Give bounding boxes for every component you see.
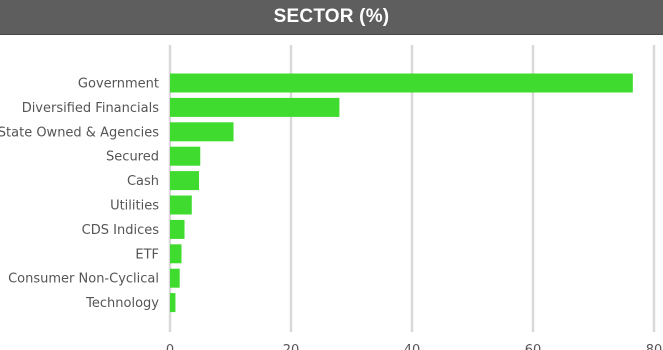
chart-title-bar: SECTOR (%) (0, 0, 663, 35)
x-tick-label: 0 (166, 343, 174, 350)
x-tick-label: 40 (404, 343, 421, 350)
bar (170, 195, 192, 215)
category-label: CDS Indices (82, 223, 160, 238)
chart-title: SECTOR (%) (273, 6, 390, 27)
bar (170, 244, 182, 264)
category-label: Utilities (110, 199, 159, 214)
bar (170, 219, 185, 239)
category-label: Consumer Non-Cyclical (8, 272, 159, 287)
category-label: ETF (135, 247, 159, 262)
x-tick-label: 60 (525, 343, 542, 350)
category-label: Secured (106, 150, 159, 165)
bar (170, 97, 340, 117)
bar (170, 146, 201, 166)
category-label: State Owned & Agencies (0, 125, 159, 140)
x-tick-label: 80 (646, 343, 663, 350)
sector-bar-chart: Government Diversified Financials State Ow… (0, 45, 663, 350)
category-label: Cash (127, 174, 159, 189)
bar (170, 293, 176, 313)
category-label: Government (78, 77, 159, 92)
x-tick-label: 20 (283, 343, 300, 350)
bar (170, 122, 234, 142)
bar (170, 171, 200, 191)
bar (170, 268, 180, 288)
bar (170, 73, 633, 93)
category-label: Diversified Financials (22, 101, 160, 116)
category-label: Technology (85, 296, 159, 311)
